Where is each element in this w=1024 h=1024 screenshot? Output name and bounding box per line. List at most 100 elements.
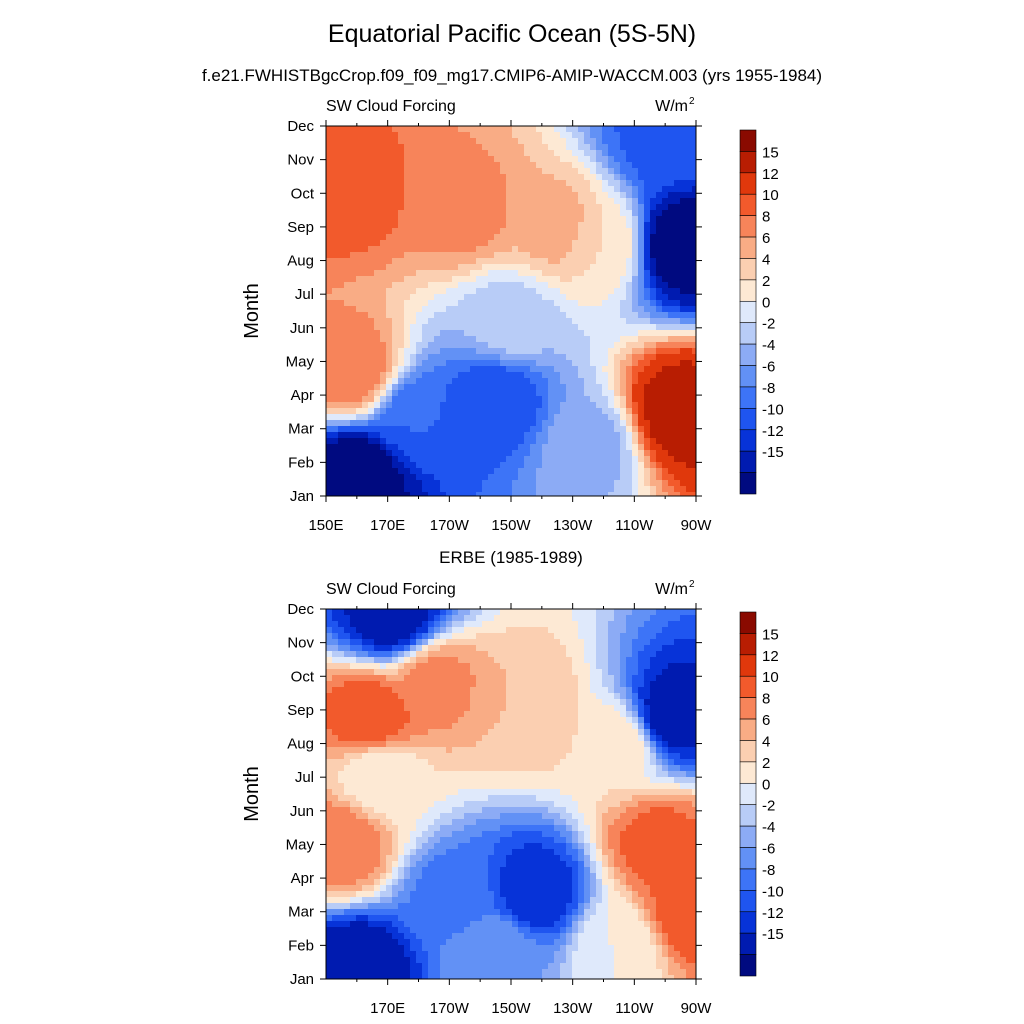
model-colorbar-label: 12 bbox=[762, 166, 779, 183]
ERBE-colorbar-box bbox=[739, 761, 757, 784]
model-colorbar-box bbox=[739, 429, 757, 452]
ERBE-colorbar-label: 15 bbox=[762, 626, 779, 643]
ERBE-colorbar-label: -15 bbox=[762, 926, 784, 943]
model-ytick-label: Nov bbox=[287, 152, 314, 169]
ERBE-colorbar-box bbox=[739, 847, 757, 870]
ERBE-units-label: W/m bbox=[655, 581, 688, 598]
ERBE-xtick-label: 170W bbox=[430, 1000, 470, 1017]
ERBE-xtick-label: 130W bbox=[553, 1000, 593, 1017]
model-units-label: W/m bbox=[655, 98, 688, 115]
model-xtick-label: 150E bbox=[308, 517, 343, 534]
ERBE-colorbar-label: 6 bbox=[762, 712, 770, 729]
model-colorbar-box bbox=[739, 322, 757, 345]
ERBE-colorbar-label: -4 bbox=[762, 819, 775, 836]
figure-subtitle: f.e21.FWHISTBgcCrop.f09_f09_mg17.CMIP6-A… bbox=[201, 66, 823, 85]
ERBE-xtick-label: 150W bbox=[491, 1000, 531, 1017]
ERBE-ytick-label: Mar bbox=[288, 904, 314, 921]
model-ytick-label: Mar bbox=[288, 421, 314, 438]
model-ytick-label: May bbox=[286, 353, 315, 370]
ERBE-colorbar-label: -10 bbox=[762, 883, 784, 900]
ERBE-colorbar-box bbox=[739, 804, 757, 827]
model-colorbar-label: 8 bbox=[762, 209, 770, 226]
ERBE-colorbar-label: -12 bbox=[762, 905, 784, 922]
model-colorbar-label: 2 bbox=[762, 273, 770, 290]
ERBE-ytick-label: Aug bbox=[287, 736, 314, 753]
model-contour-field bbox=[326, 126, 696, 496]
ERBE-ytick-label: Jul bbox=[295, 769, 314, 786]
model-colorbar-box bbox=[739, 193, 757, 216]
model-ytick-label: Sep bbox=[287, 219, 314, 236]
ERBE-ytick-label: Sep bbox=[287, 702, 314, 719]
ERBE-xtick-label: 170E bbox=[370, 1000, 405, 1017]
model-xtick-label: 150W bbox=[491, 517, 531, 534]
model-colorbar-box bbox=[739, 151, 757, 174]
ERBE-colorbar-label: -6 bbox=[762, 841, 775, 858]
model-colorbar-label: -2 bbox=[762, 316, 775, 333]
model-colorbar-box bbox=[739, 408, 757, 431]
ERBE-colorbar-box bbox=[739, 740, 757, 763]
model-colorbar-box bbox=[739, 236, 757, 259]
model-colorbar-label: 0 bbox=[762, 294, 770, 311]
ERBE-units-superscript: 2 bbox=[689, 579, 695, 590]
model-colorbar-label: 6 bbox=[762, 230, 770, 247]
ERBE-ytick-label: Nov bbox=[287, 635, 314, 652]
ERBE-colorbar-box bbox=[739, 825, 757, 848]
ERBE-xtick-label: 90W bbox=[681, 1000, 713, 1017]
model-colorbar-box bbox=[739, 215, 757, 238]
model-units-superscript: 2 bbox=[689, 96, 695, 107]
model-colorbar-box bbox=[739, 129, 757, 152]
ERBE-colorbar-box bbox=[739, 718, 757, 741]
model-colorbar-box bbox=[739, 365, 757, 388]
model-colorbar-label: -6 bbox=[762, 359, 775, 376]
model-xtick-label: 90W bbox=[681, 517, 713, 534]
model-colorbar-label: 15 bbox=[762, 144, 779, 161]
ERBE-colorbar-label: 12 bbox=[762, 648, 779, 665]
model-ytick-label: Dec bbox=[287, 118, 314, 135]
model-colorbar-label: -8 bbox=[762, 380, 775, 397]
ERBE-ytick-label: Dec bbox=[287, 601, 314, 618]
model-xtick-label: 170E bbox=[370, 517, 405, 534]
model-colorbar-label: -15 bbox=[762, 444, 784, 461]
ERBE-colorbar-box bbox=[739, 911, 757, 934]
model-colorbar-box bbox=[739, 386, 757, 409]
ERBE-colorbar-box bbox=[739, 954, 757, 977]
ERBE-colorbar-label: 0 bbox=[762, 776, 770, 793]
model-xtick-label: 130W bbox=[553, 517, 593, 534]
ERBE-ytick-label: Feb bbox=[288, 937, 314, 954]
ERBE-colorbar-box bbox=[739, 697, 757, 720]
model-colorbar-label: -10 bbox=[762, 401, 784, 418]
ERBE-ytick-label: Jun bbox=[290, 803, 314, 820]
model-colorbar-label: -4 bbox=[762, 337, 775, 354]
ERBE-colorbar-label: 10 bbox=[762, 669, 779, 686]
ERBE-colorbar-box bbox=[739, 782, 757, 806]
ERBE-ytick-label: Oct bbox=[291, 668, 315, 685]
model-xtick-label: 110W bbox=[615, 517, 654, 534]
ERBE-ytick-label: Jan bbox=[290, 971, 314, 988]
model-colorbar-label: -12 bbox=[762, 423, 784, 440]
ERBE-contour-field bbox=[326, 609, 696, 979]
ERBE-ylabel: Month bbox=[241, 766, 263, 822]
ERBE-colorbar-label: -2 bbox=[762, 798, 775, 815]
ERBE-colorbar-box bbox=[739, 868, 757, 891]
model-ytick-label: Oct bbox=[291, 185, 315, 202]
ERBE-colorbar-label: -8 bbox=[762, 862, 775, 879]
ERBE-colorbar-box bbox=[739, 633, 757, 656]
model-xtick-label: 170W bbox=[430, 517, 470, 534]
ERBE-colorbar-label: 4 bbox=[762, 733, 770, 750]
model-colorbar-box bbox=[739, 472, 757, 495]
model-colorbar-box bbox=[739, 343, 757, 366]
model-field-label: SW Cloud Forcing bbox=[326, 98, 456, 115]
model-colorbar-box bbox=[739, 258, 757, 281]
model-ytick-label: Jun bbox=[290, 320, 314, 337]
model-ytick-label: Feb bbox=[288, 454, 314, 471]
ERBE-ytick-label: Apr bbox=[291, 870, 314, 887]
ERBE-ytick-label: May bbox=[286, 836, 315, 853]
ERBE-colorbar-box bbox=[739, 611, 757, 634]
model-ylabel: Month bbox=[241, 283, 263, 339]
model-ytick-label: Jan bbox=[290, 488, 314, 505]
ERBE-colorbar-box bbox=[739, 890, 757, 913]
erbe-panel-title: ERBE (1985-1989) bbox=[439, 548, 583, 567]
model-ytick-label: Apr bbox=[291, 387, 314, 404]
model-colorbar-box bbox=[739, 279, 757, 302]
